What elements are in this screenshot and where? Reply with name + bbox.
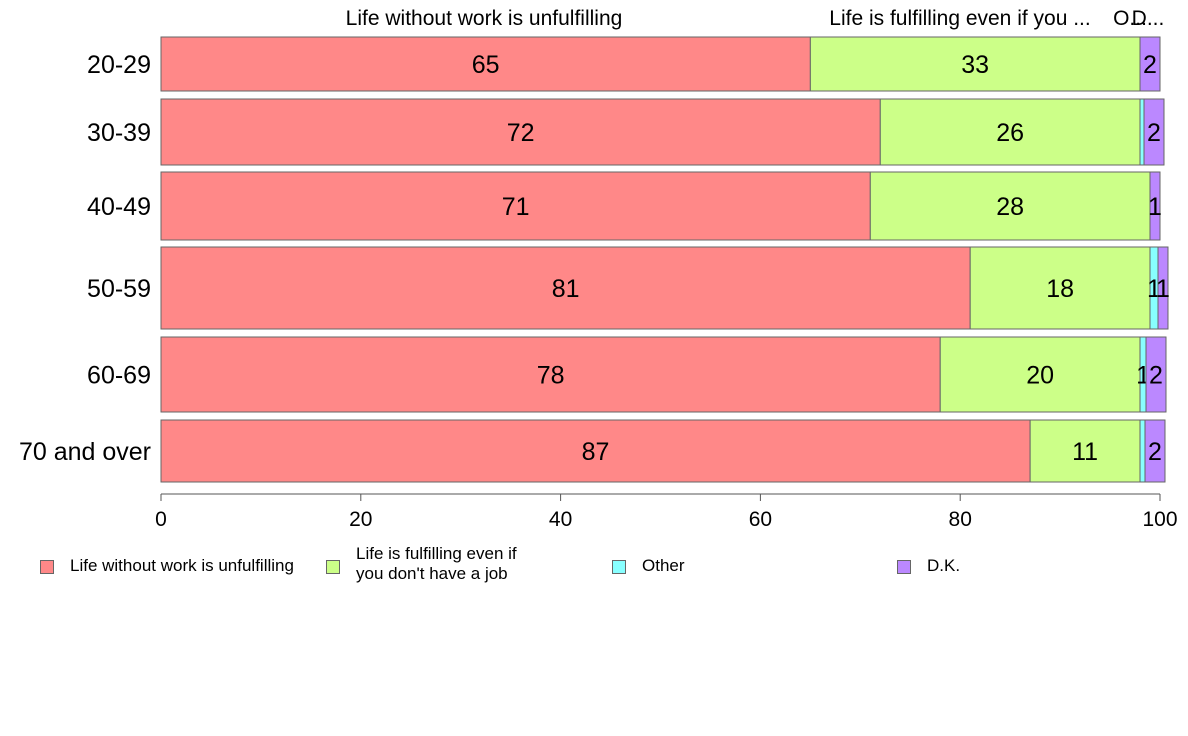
- bar-segment: [1145, 336, 1167, 413]
- legend-swatch: [897, 560, 911, 574]
- legend-item-other: Other: [612, 556, 685, 576]
- legend-label: Other: [642, 556, 685, 575]
- bar-value-label: 87: [582, 438, 610, 466]
- category-label: 30-39: [87, 119, 151, 147]
- bar-segment: [869, 171, 1151, 241]
- x-tick-label: 80: [949, 508, 972, 531]
- bar-segment: [939, 336, 1141, 413]
- bar-value-label: 71: [502, 193, 530, 221]
- bar-value-label: 26: [996, 119, 1024, 147]
- bar-segment: [160, 419, 1031, 483]
- x-tick-label: 0: [155, 508, 167, 531]
- category-label: 40-49: [87, 193, 151, 221]
- top-series-label: O...: [1113, 7, 1147, 30]
- legend-item-unfulfilling: Life without work is unfulfilling: [40, 556, 294, 576]
- bar-segment: [969, 246, 1151, 330]
- category-label: 70 and over: [19, 438, 151, 466]
- bar-value-label: 28: [996, 193, 1024, 221]
- bar-value-label: 1: [1147, 275, 1161, 303]
- bar-value-label: 2: [1149, 362, 1163, 390]
- bar-value-label: 1: [1148, 193, 1162, 221]
- bar-segment: [1029, 419, 1141, 483]
- category-label: 60-69: [87, 362, 151, 390]
- bar-segment: [1139, 36, 1161, 92]
- bar-segment: [160, 336, 941, 413]
- legend-label: Life without work is unfulfilling: [70, 556, 294, 575]
- bar-segment: [160, 171, 871, 241]
- bar-value-label: 2: [1147, 119, 1161, 147]
- x-tick-label: 100: [1142, 508, 1177, 531]
- legend-swatch: [326, 560, 340, 574]
- legend: Life without work is unfulfilling Life i…: [0, 540, 1188, 600]
- x-tick-label: 20: [349, 508, 372, 531]
- bar-value-label: 11: [1072, 438, 1098, 466]
- legend-label: Life is fulfilling even if you don't hav…: [356, 544, 517, 583]
- bar-segment: [1157, 246, 1169, 330]
- bar-value-label: 1: [1156, 275, 1170, 303]
- bar-segment: [160, 98, 881, 166]
- bar-value-label: 2: [1143, 51, 1157, 79]
- top-series-label: Life is fulfilling even if you ...: [829, 7, 1090, 30]
- bar-segment: [1139, 419, 1146, 483]
- bar-segment: [809, 36, 1141, 92]
- x-tick-label: 60: [749, 508, 772, 531]
- bar-segment: [1139, 98, 1145, 166]
- bar-segment: [1143, 98, 1165, 166]
- bar-value-label: 20: [1026, 362, 1054, 390]
- legend-swatch: [612, 560, 626, 574]
- category-label: 20-29: [87, 51, 151, 79]
- bar-segment: [1144, 419, 1166, 483]
- bar-segment: [1149, 171, 1161, 241]
- bar-value-label: 81: [552, 275, 580, 303]
- legend-label: D.K.: [927, 556, 961, 575]
- bar-value-label: 33: [961, 51, 989, 79]
- top-series-label: D...: [1132, 7, 1165, 30]
- bar-value-label: 65: [472, 51, 500, 79]
- legend-item-fulfilling: Life is fulfilling even if you don't hav…: [326, 544, 517, 584]
- top-series-label: Life without work is unfulfilling: [346, 7, 623, 30]
- legend-swatch: [40, 560, 54, 574]
- bar-value-label: 72: [507, 119, 535, 147]
- bar-segment: [879, 98, 1141, 166]
- bar-value-label: 2: [1148, 438, 1162, 466]
- bar-value-label: 18: [1046, 275, 1074, 303]
- x-tick-label: 40: [549, 508, 572, 531]
- legend-item-dk: D.K.: [897, 556, 960, 576]
- bar-value-label: 78: [537, 362, 565, 390]
- stacked-bar-chart: Life without work is unfulfilling Life is…: [19, 7, 1178, 531]
- category-label: 50-59: [87, 275, 151, 303]
